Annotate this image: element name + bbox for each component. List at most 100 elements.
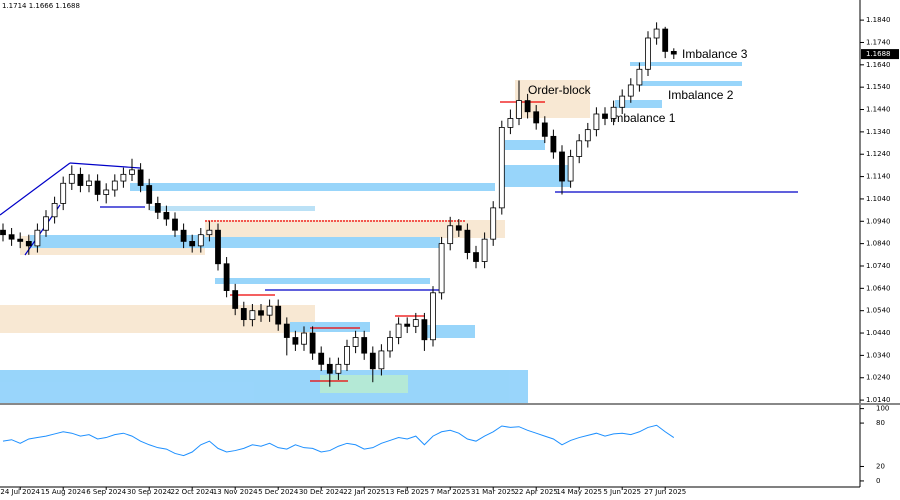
candle-body [206,229,213,236]
y-tick-label: 1.1240 [866,150,891,158]
candle-body [516,100,522,119]
candle-body [670,51,677,55]
candle-body [232,290,239,309]
annotation: Imbalance 3 [682,47,748,61]
candle-body [215,229,221,265]
y-tick-label: 1.1440 [866,106,891,114]
candle-body [17,238,24,242]
imbalance-zone [425,325,475,338]
y-tick-label: 1.1540 [866,83,891,91]
x-tick-label: 22 Apr 2025 [515,488,558,496]
imbalance-zone [130,183,495,191]
ohlc-header: 1.1714 1.1666 1.1688 [2,2,80,10]
candle-body [275,305,282,325]
y-tick-label: 1.1040 [866,195,891,203]
candle-body [430,292,436,341]
y-tick-label: 1.0940 [866,217,891,225]
candle-body [129,169,135,175]
candle-body [103,189,110,195]
candle-body [662,28,669,52]
x-tick-label: 14 May 2025 [556,488,602,496]
candle-body [559,151,565,182]
candle-body [163,211,170,220]
y-tick-label: 0 [876,477,880,485]
y-tick-label: 1.1340 [866,128,891,136]
candle-body [86,180,92,186]
candle-body [524,100,531,113]
candle-body [464,229,471,253]
candle-body [51,202,58,218]
candle-body [34,229,41,247]
y-tick-label: 1.0140 [866,396,891,404]
candle-body [94,180,101,195]
candle-body [352,337,359,347]
x-tick-label: 27 Jun 2025 [644,488,686,496]
candle-body [602,113,608,119]
candle-body [197,234,204,247]
candle-body [25,240,32,247]
order-block-zone [0,305,315,333]
candle-body [344,346,350,365]
candle-body [301,332,307,345]
candle-body [283,323,290,338]
x-tick-label: 30 Sep 2024 [127,488,172,496]
annotation: Order-block [528,83,592,97]
candle-body [258,310,264,316]
y-tick-label: 1.0340 [866,351,891,359]
candle-body [576,140,583,157]
candle-body [507,118,514,128]
candle-body [593,113,600,131]
indicator-line [2,424,675,457]
candle-body [369,352,376,370]
y-tick-label: 80 [876,419,885,427]
candle-body [447,225,454,245]
candle-body [223,263,230,291]
y-tick-label: 20 [876,462,885,470]
imbalance-zone [500,165,570,187]
candle-body [653,28,660,39]
candle-body [0,229,6,236]
x-tick-label: 22 Jan 2025 [343,488,385,496]
imbalance-zone [630,62,742,66]
imbalance-zone [205,237,440,248]
candle-body [645,37,651,70]
y-tick-label: 1.0440 [866,329,891,337]
candle-body [180,229,187,242]
candle-body [610,106,617,119]
x-tick-label: 13 Feb 2025 [385,488,429,496]
candle-body [412,319,419,327]
x-tick-label: 13 Nov 2024 [213,488,258,496]
last-price-box [861,49,899,60]
candle-body [455,225,462,231]
candle-body [473,252,479,262]
candle-body [77,173,84,186]
imbalance-zone [150,206,315,211]
x-tick-label: 6 Sep 2024 [86,488,126,496]
y-tick-label: 1.0740 [866,262,891,270]
imbalance-zone [215,278,430,284]
y-tick-label: 1.1640 [866,61,891,69]
x-tick-label: 5 Jun 2025 [603,488,641,496]
x-tick-label: 7 Mar 2025 [430,488,470,496]
imbalance-zone [615,100,662,108]
candle-body [266,305,273,316]
candle-body [421,319,428,341]
y-tick-label: 1.0840 [866,240,891,248]
x-tick-label: 15 Aug 2024 [41,488,86,496]
trend-line [0,162,71,216]
candle-body [541,122,548,137]
candle-body [8,234,15,240]
candle-body [387,337,393,352]
candle-body [68,173,75,184]
candle-body [395,323,402,338]
candle-body [120,173,127,182]
candle-body [533,111,540,124]
candle-body [361,337,368,354]
candle-body [636,68,643,86]
y-tick-label: 1.0540 [866,307,891,315]
imbalance-zone [30,235,210,248]
candle-body [172,218,178,231]
candle-body [498,127,505,209]
